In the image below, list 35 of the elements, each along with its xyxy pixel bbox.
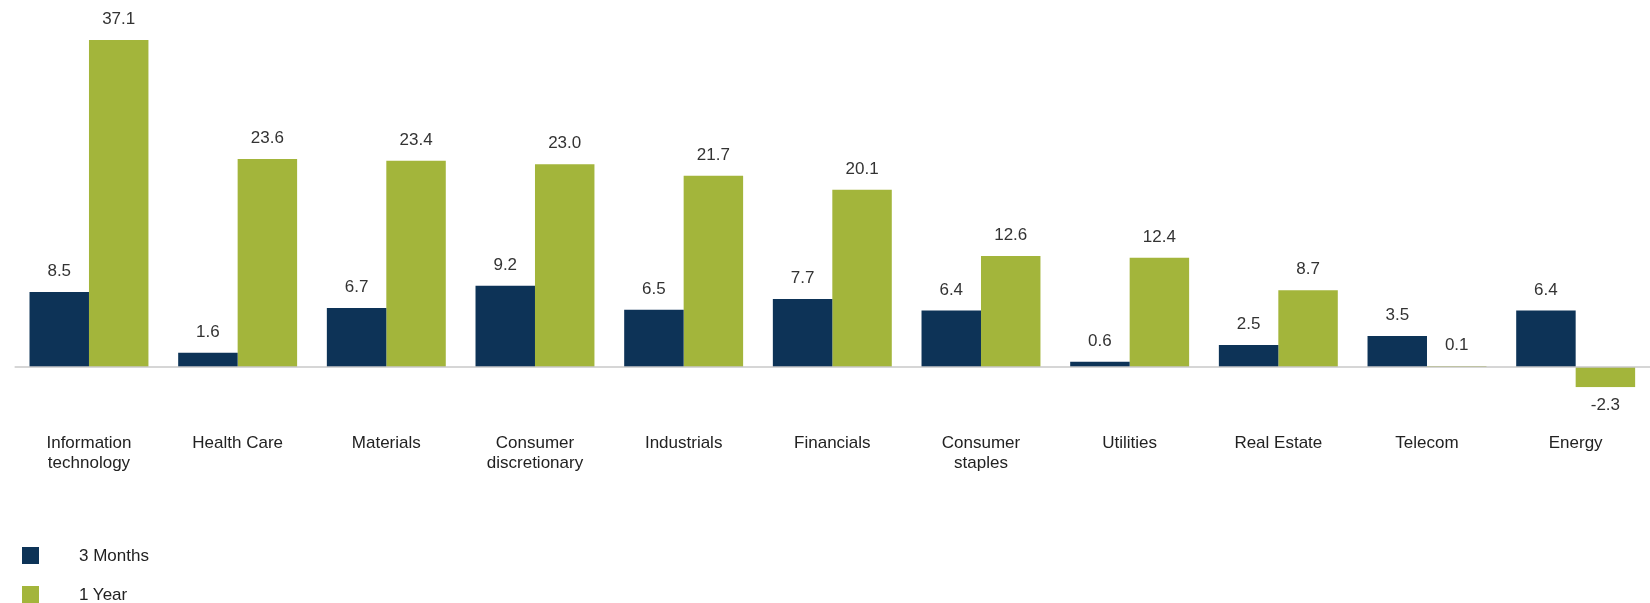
data-label: 6.7: [344, 277, 369, 297]
data-label: -2.3: [1590, 395, 1621, 415]
data-label: 6.4: [939, 279, 964, 299]
data-label: 0.6: [1088, 330, 1112, 350]
x-tick-label: Consumer staples: [941, 433, 1021, 473]
data-label: 8.7: [1296, 259, 1320, 279]
x-tick-label: Health Care: [192, 433, 283, 453]
data-label: 7.7: [790, 268, 815, 288]
data-label: 12.6: [994, 225, 1028, 245]
x-tick-label: Consumer discretionary: [486, 433, 584, 473]
data-label: 8.5: [47, 261, 72, 281]
x-tick-label: Utilities: [1102, 433, 1158, 453]
x-tick-label: Telecom: [1395, 433, 1459, 453]
data-label: 9.2: [493, 255, 518, 275]
data-label: 1.6: [196, 322, 220, 342]
data-label: 23.0: [548, 133, 582, 153]
legend-label: 3 Months: [79, 545, 149, 566]
x-tick-label: Information technology: [46, 433, 132, 473]
x-tick-label: Real Estate: [1234, 433, 1323, 453]
data-label: 0.1: [1444, 335, 1469, 355]
data-label: 12.4: [1142, 226, 1176, 246]
data-label: 20.1: [845, 158, 879, 178]
data-label: 6.4: [1534, 279, 1558, 299]
data-label: 23.4: [399, 129, 433, 149]
legend-label: 1 Year: [79, 584, 128, 603]
data-label: 3.5: [1385, 305, 1410, 325]
x-tick-label: Industrials: [644, 433, 723, 453]
data-label: 2.5: [1236, 314, 1261, 334]
data-label: 21.7: [696, 144, 730, 164]
data-label: 6.5: [642, 278, 666, 298]
x-tick-label: Materials: [351, 433, 421, 453]
x-tick-label: Energy: [1548, 433, 1604, 453]
x-tick-label: Financials: [794, 433, 871, 453]
data-label: 37.1: [102, 9, 136, 29]
data-label: 23.6: [250, 128, 284, 148]
